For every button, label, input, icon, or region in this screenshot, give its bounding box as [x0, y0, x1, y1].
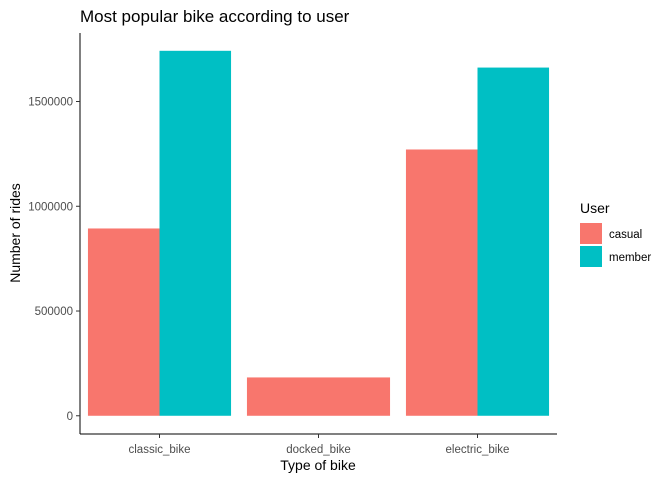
x-axis-title: Type of bike — [280, 457, 356, 473]
legend-label-member: member — [609, 252, 651, 264]
legend-swatch-casual — [580, 223, 602, 244]
y-tick-label: 0 — [67, 411, 73, 423]
y-axis-ticks: 0 500000 1000000 1500000 — [28, 97, 80, 423]
bar-member-electric_bike — [477, 67, 550, 416]
x-tick-label: docked_bike — [286, 444, 351, 456]
bar-casual-classic_bike — [87, 228, 160, 416]
y-tick-label: 500000 — [35, 306, 73, 318]
legend-title: User — [580, 200, 610, 216]
y-tick-label: 1000000 — [28, 201, 73, 213]
x-axis-ticks: classic_bike docked_bike electric_bike — [129, 434, 510, 456]
bar-casual-electric_bike — [405, 149, 478, 416]
bar-member-classic_bike — [159, 50, 232, 416]
plot-area: 0 500000 1000000 1500000 classic_bike docked… — [28, 33, 557, 456]
legend: User casual member — [580, 200, 651, 267]
y-axis-title: Number of rides — [7, 183, 23, 283]
legend-items: casual member — [580, 223, 651, 267]
bar-casual-docked_bike — [246, 377, 391, 416]
legend-swatch-member — [580, 246, 602, 267]
legend-label-casual: casual — [609, 229, 642, 241]
bars-group — [87, 50, 550, 416]
x-tick-label: classic_bike — [129, 444, 191, 456]
x-tick-label: electric_bike — [446, 444, 510, 456]
chart-title: Most popular bike according to user — [80, 7, 350, 26]
y-tick-label: 1500000 — [28, 97, 73, 109]
